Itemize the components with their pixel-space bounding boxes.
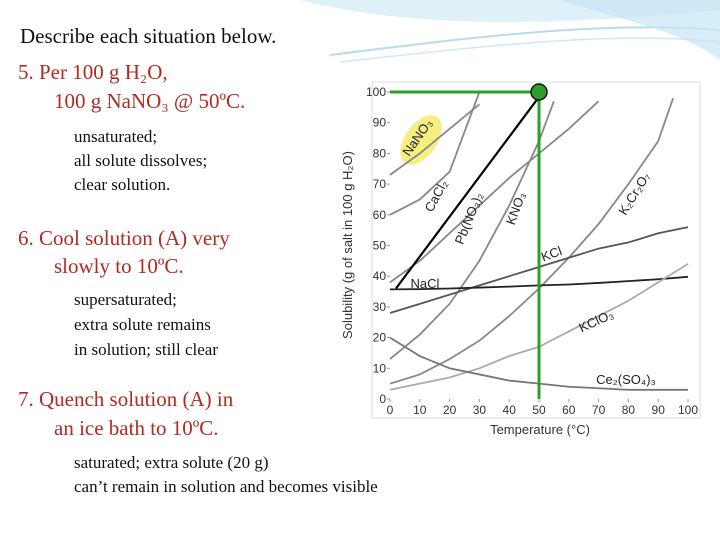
slide-title: Describe each situation below. [20, 24, 276, 48]
y-tick-label: 80 [373, 146, 387, 160]
curve-label: NaCl [411, 276, 440, 291]
curve [389, 91, 481, 216]
x-tick-label: 70 [592, 403, 606, 417]
item-heading: 6. Cool solution (A) very [18, 226, 230, 250]
item-heading: 7. Quench solution (A) in [18, 387, 234, 411]
x-tick-label: 0 [387, 403, 394, 417]
curve [389, 103, 480, 176]
y-tick-label: 0 [379, 392, 386, 406]
curve [395, 88, 546, 290]
x-tick-label: 60 [562, 403, 576, 417]
item-heading: 5. Per 100 g H₂O, [18, 60, 168, 84]
item-answer: clear solution. [74, 175, 170, 194]
y-tick-label: 70 [373, 177, 387, 191]
x-tick-label: 100 [678, 403, 698, 417]
x-axis-label: Temperature (°C) [490, 422, 590, 437]
item-heading: slowly to 10ºC. [54, 254, 184, 278]
item-answer: all solute dissolves; [74, 151, 207, 170]
y-tick-label: 60 [373, 208, 387, 222]
item-answer: saturated; extra solute (20 g) [74, 453, 269, 472]
x-tick-label: 10 [413, 403, 427, 417]
curve [389, 100, 600, 284]
x-tick-label: 80 [622, 403, 636, 417]
highlight-point [530, 83, 548, 101]
curve-label: Ce₂(SO₄)₃ [596, 372, 656, 387]
x-tick-label: 20 [443, 403, 457, 417]
decoration [560, 0, 720, 60]
item-heading: 100 g NaNO₃ @ 50ºC. [54, 89, 245, 113]
decoration [329, 26, 720, 56]
curve-label: KCl [539, 243, 564, 264]
item-answer: extra solute remains [74, 315, 211, 334]
y-axis-label: Solubility (g of salt in 100 g H₂O) [340, 151, 355, 339]
y-tick-label: 10 [373, 361, 387, 375]
decoration [339, 37, 720, 63]
item-answer: unsaturated; [74, 127, 157, 146]
y-tick-label: 20 [373, 331, 387, 345]
y-tick-label: 50 [373, 239, 387, 253]
x-tick-label: 30 [473, 403, 487, 417]
x-tick-label: 40 [503, 403, 517, 417]
y-tick-label: 100 [366, 85, 386, 99]
y-tick-label: 90 [373, 116, 387, 130]
label-highlight [400, 115, 442, 165]
x-tick-label: 90 [652, 403, 666, 417]
y-tick-label: 30 [373, 300, 387, 314]
x-tick-label: 50 [532, 403, 546, 417]
y-tick-label: 40 [373, 269, 387, 283]
item-answer: in solution; still clear [74, 340, 218, 359]
item-heading: an ice bath to 10ºC. [54, 416, 219, 440]
item-answer: can’t remain in solution and becomes vis… [74, 477, 378, 496]
item-answer: supersaturated; [74, 290, 177, 309]
